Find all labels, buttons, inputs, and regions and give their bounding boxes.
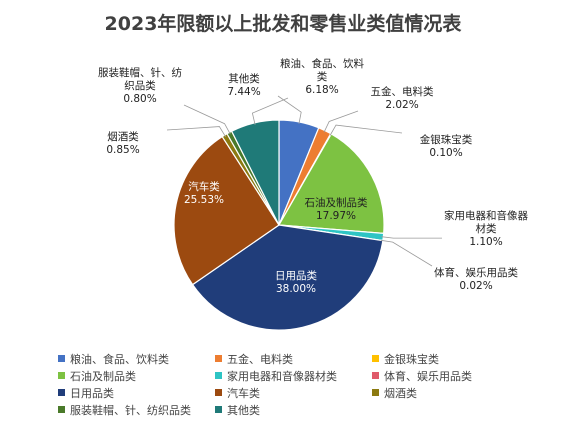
leader-line-10 [251,97,289,125]
slice-label-5: 体育、娱乐用品类 0.02% [434,266,518,292]
slice-name-0: 类 [317,70,328,83]
slice-value-6: 38.00% [276,283,316,295]
legend-label-6: 日用品类 [70,386,114,400]
slice-name-5: 体育、娱乐用品类 [434,266,518,279]
slice-value-10: 7.44% [227,86,260,98]
legend-swatch-5 [372,372,379,379]
slice-label-7: 汽车类 25.53% [184,180,224,206]
legend-swatch-0 [58,355,65,362]
pie-slice-3 [278,133,385,234]
slice-label-3: 石油及制品类 17.97% [305,196,368,222]
slice-name-6: 日用品类 [275,269,317,282]
slice-label-2: 金银珠宝类 0.10% [420,133,473,159]
legend-label-5: 体育、娱乐用品类 [384,369,472,383]
slice-name-4: 材类 [476,222,497,235]
slice-value-9: 0.80% [123,93,156,105]
legend-swatch-1 [215,355,222,362]
slice-name-1: 五金、电料类 [371,85,434,98]
pie-slice-7 [173,135,280,286]
legend-item-1: 五金、电料类 [215,352,293,366]
slice-value-0: 6.18% [305,84,338,96]
slice-name-3: 石油及制品类 [305,196,368,209]
legend-item-9: 服装鞋帽、针、纺织品类 [58,403,191,417]
slice-value-8: 0.85% [106,144,139,156]
slice-label-0: 粮油、食品、饮料类 6.18% [280,57,364,96]
legend-swatch-7 [215,389,222,396]
legend-swatch-2 [372,355,379,362]
legend-swatch-6 [58,389,65,396]
slice-label-6: 日用品类 38.00% [275,269,317,295]
slice-label-4: 家用电器和音像器材类 1.10% [444,209,528,248]
leader-line-1 [323,110,359,133]
leader-line-0 [277,95,302,124]
slice-name-9: 服装鞋帽、针、纺 [98,66,182,79]
legend-item-10: 其他类 [215,403,260,417]
legend-swatch-9 [58,406,65,413]
slice-value-3: 17.97% [316,210,356,222]
leader-line-8 [166,126,227,138]
legend-label-1: 五金、电料类 [227,352,293,366]
legend-item-3: 石油及制品类 [58,369,136,383]
legend-item-4: 家用电器和音像器材类 [215,369,337,383]
legend-item-8: 烟酒类 [372,386,417,400]
slice-value-2: 0.10% [429,147,462,159]
pie-slice-6 [191,224,384,331]
slice-labels: 粮油、食品、饮料类 6.18% 五金、电料类 2.02% 金银珠宝类 0.10% 石油及制品… [98,57,528,295]
pie-slices [173,119,385,331]
slice-name-4: 家用电器和音像器 [444,209,528,222]
slice-value-1: 2.02% [385,99,418,111]
legend-item-5: 体育、娱乐用品类 [372,369,472,383]
legend-label-2: 金银珠宝类 [384,352,439,366]
legend-item-0: 粮油、食品、饮料类 [58,352,169,366]
slice-label-9: 服装鞋帽、针、纺织品类 0.80% [98,66,182,105]
legend-item-7: 汽车类 [215,386,260,400]
legend-label-4: 家用电器和音像器材类 [227,369,337,383]
legend-label-9: 服装鞋帽、针、纺织品类 [70,403,191,417]
legend-item-6: 日用品类 [58,386,114,400]
slice-name-7: 汽车类 [188,180,220,193]
slice-label-10: 其他类 7.44% [227,72,260,98]
leader-line-2 [329,124,403,136]
legend-swatch-4 [215,372,222,379]
slice-name-9: 织品类 [124,79,156,92]
slice-name-8: 烟酒类 [107,130,139,143]
legend-swatch-3 [58,372,65,379]
legend-label-7: 汽车类 [227,386,260,400]
leader-lines [166,95,442,267]
legend-label-3: 石油及制品类 [70,369,136,383]
leader-line-9 [183,104,231,135]
legend-label-8: 烟酒类 [384,386,417,400]
slice-label-8: 烟酒类 0.85% [106,130,139,156]
leader-line-5 [380,239,433,267]
slice-value-5: 0.02% [459,280,492,292]
legend-item-2: 金银珠宝类 [372,352,439,366]
legend-label-10: 其他类 [227,403,260,417]
slice-name-0: 粮油、食品、饮料 [280,57,364,70]
legend-swatch-10 [215,406,222,413]
legend-label-0: 粮油、食品、饮料类 [70,352,169,366]
slice-name-2: 金银珠宝类 [420,133,473,146]
slice-value-7: 25.53% [184,194,224,206]
slice-value-4: 1.10% [469,236,502,248]
slice-name-10: 其他类 [228,72,260,85]
chart-title: 2023年限额以上批发和零售业类值情况表 [105,12,463,35]
slice-label-1: 五金、电料类 2.02% [371,85,434,111]
legend-swatch-8 [372,389,379,396]
leader-line-4 [381,236,442,239]
